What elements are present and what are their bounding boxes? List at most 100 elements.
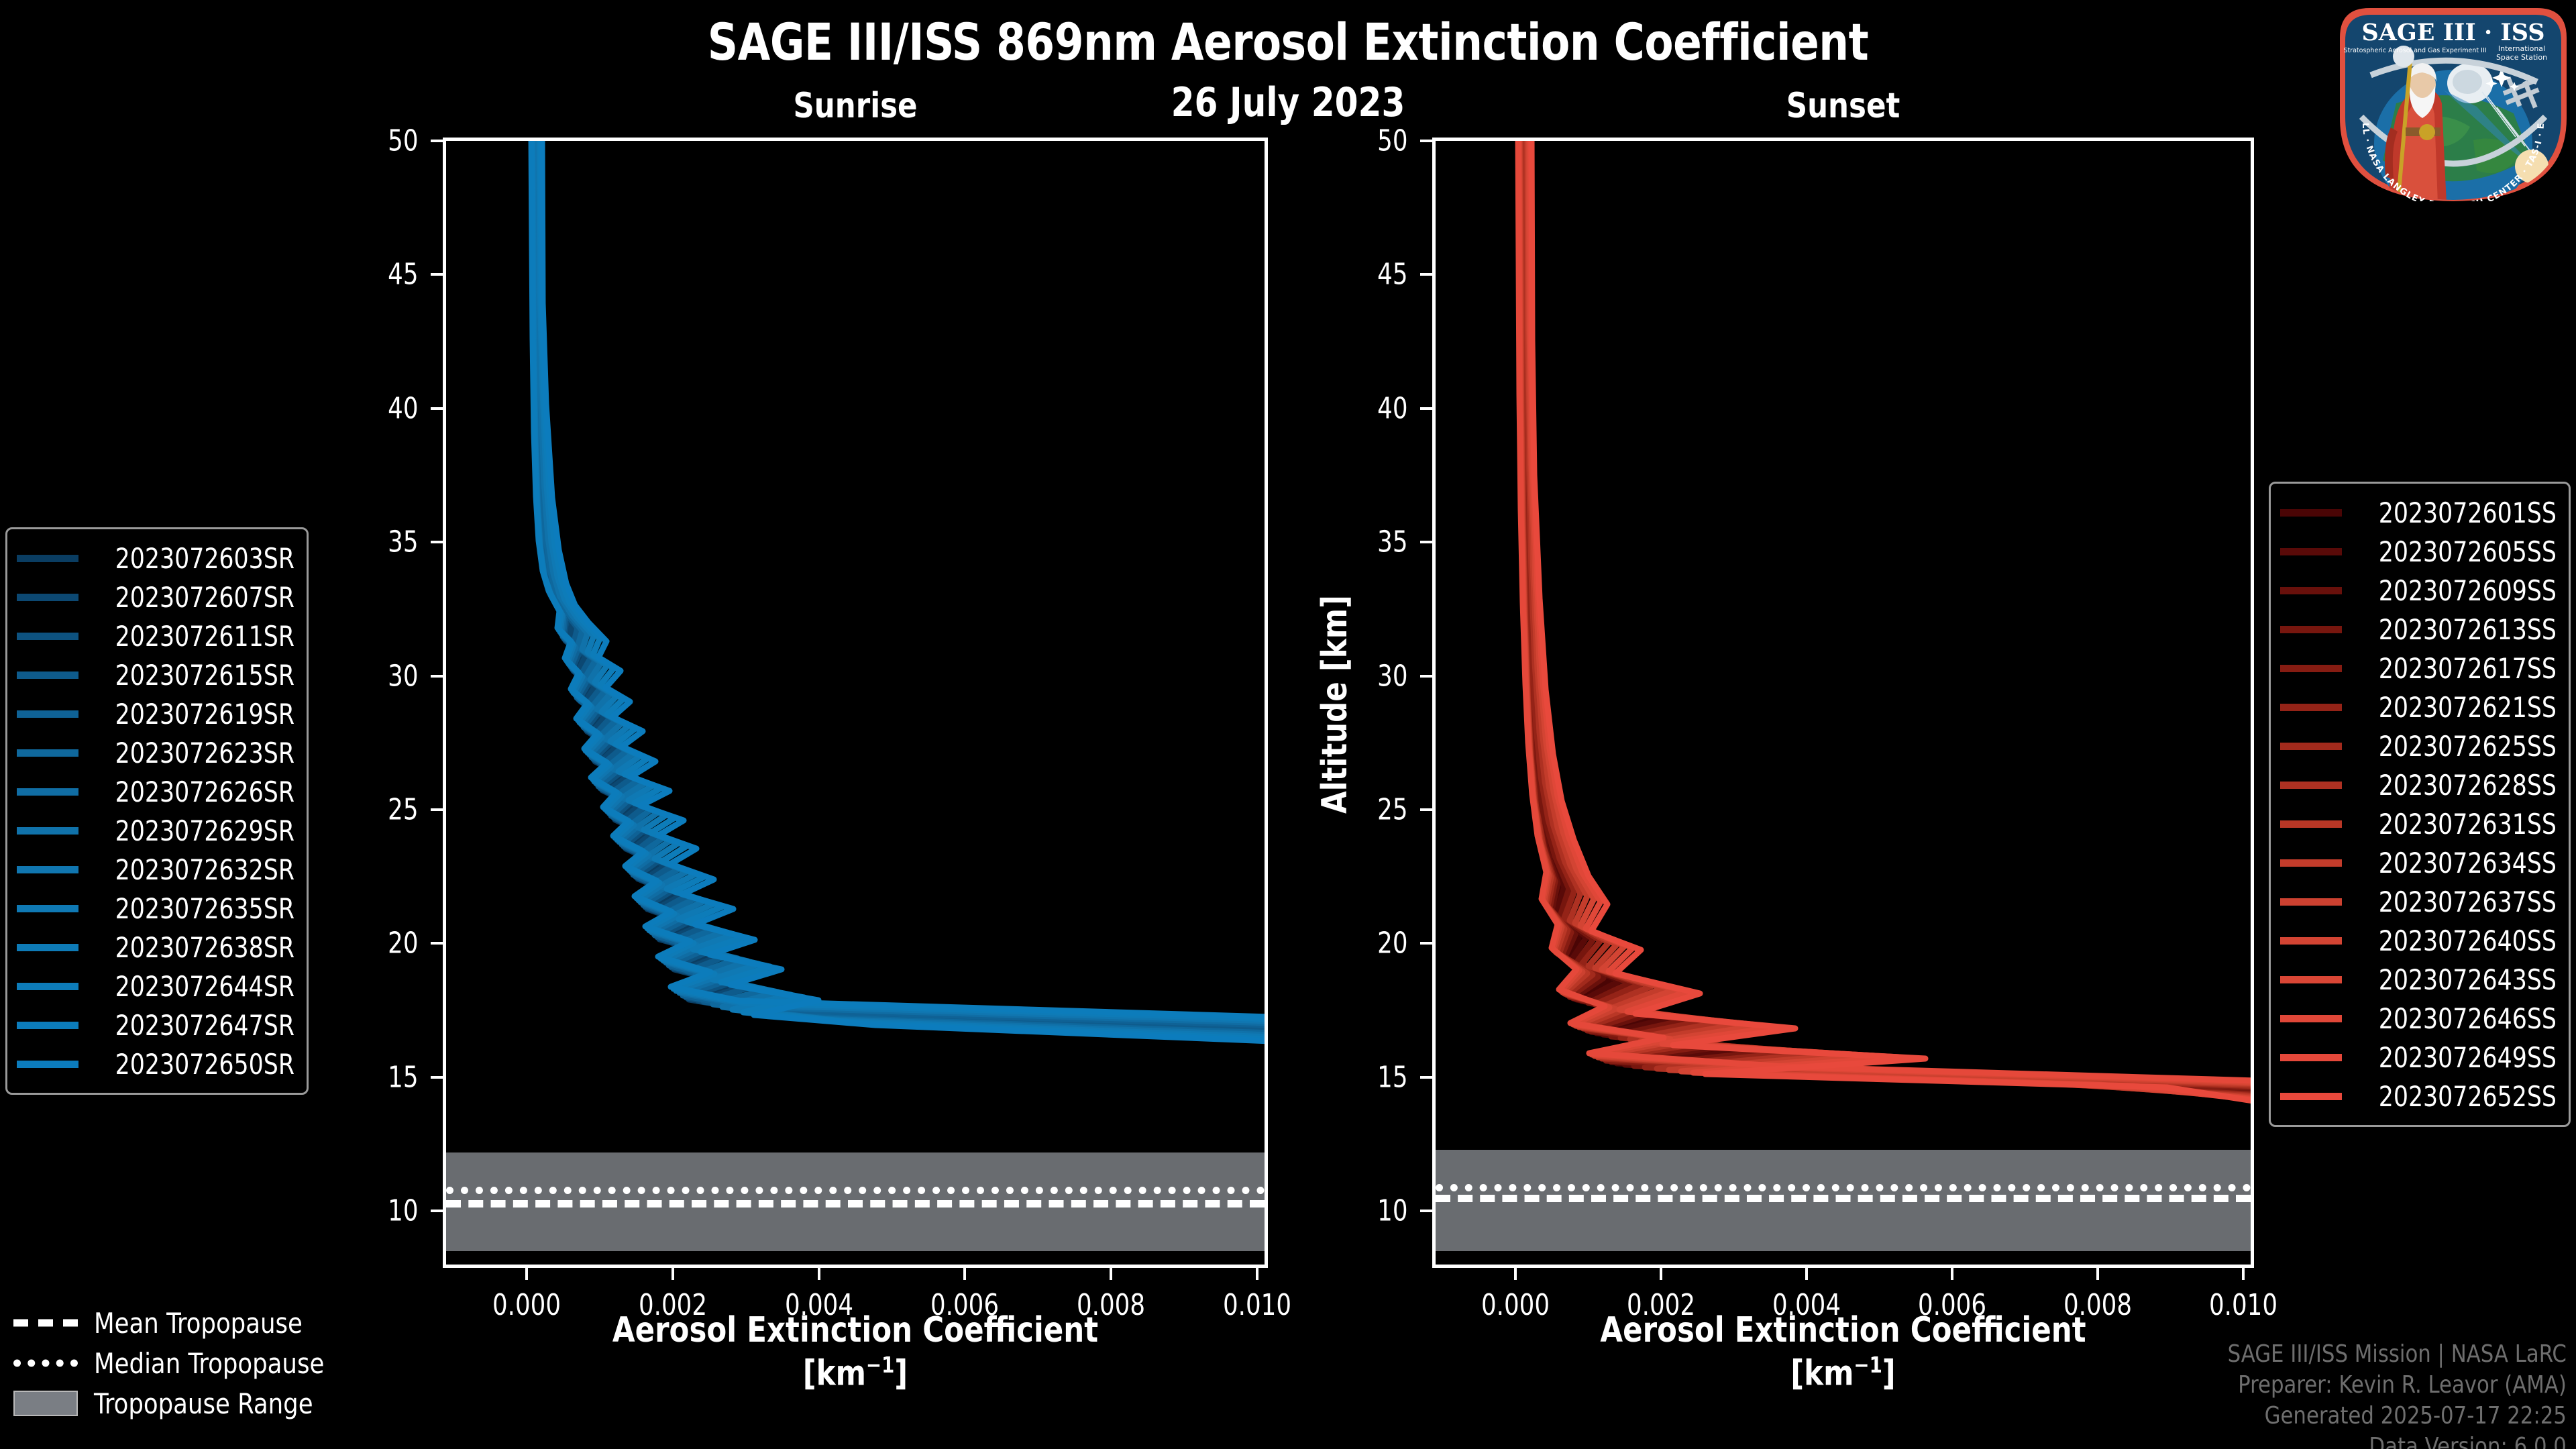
legend-item-sunrise[interactable]: 2023072603SR (17, 539, 294, 578)
date-subtitle: 26 July 2023 (1171, 79, 1405, 126)
legend-item-sunrise[interactable]: 2023072647SR (17, 1006, 294, 1044)
legend-item-sunrise[interactable]: 2023072638SR (17, 928, 294, 967)
legend-item-sunset[interactable]: 2023072625SS (2280, 727, 2557, 765)
legend-label-sunset: 2023072646SS (2378, 1002, 2557, 1035)
x-tick-label: 0.010 (1223, 1288, 1292, 1322)
legend-label-sunset: 2023072652SS (2378, 1079, 2557, 1113)
y-tick (431, 273, 443, 276)
legend-item-sunset[interactable]: 2023072646SS (2280, 999, 2557, 1038)
x-tick (1660, 1268, 1663, 1280)
line-swatch-icon (2280, 1053, 2342, 1061)
dashed-line-icon (13, 1313, 78, 1333)
y-tick (431, 674, 443, 678)
y-tick (1420, 1210, 1432, 1213)
line-swatch-icon (2280, 625, 2342, 633)
x-tick-label: 0.010 (2209, 1288, 2278, 1322)
legend-label-sunrise: 2023072623SR (115, 736, 294, 769)
legend-label-sunset: 2023072625SS (2378, 729, 2557, 763)
legend-item-sunrise[interactable]: 2023072615SR (17, 655, 294, 694)
legend-label-sunset: 2023072640SS (2378, 924, 2557, 957)
line-swatch-icon (2280, 664, 2342, 672)
legend-label-tropopause-range: Tropopause Range (94, 1387, 313, 1420)
line-swatch-icon (17, 865, 78, 873)
legend-label-sunset: 2023072643SS (2378, 963, 2557, 996)
legend-label-sunrise: 2023072638SR (115, 930, 294, 964)
line-swatch-icon (2280, 508, 2342, 517)
x-tick-label: 0.000 (492, 1288, 561, 1322)
line-swatch-icon (2280, 547, 2342, 555)
y-tick-label: 35 (1377, 525, 1408, 559)
legend-sunset[interactable]: 2023072601SS 2023072605SS 2023072609SS 2023… (2269, 482, 2571, 1127)
legend-item-sunrise[interactable]: 2023072619SR (17, 694, 294, 733)
legend-item-sunset[interactable]: 2023072601SS (2280, 493, 2557, 532)
legend-item-mean-tropopause[interactable]: Mean Tropopause (13, 1303, 329, 1343)
y-axis-title-sunset: Altitude [km] (1315, 595, 1355, 814)
y-tick-label: 50 (1377, 123, 1408, 158)
legend-item-sunset[interactable]: 2023072649SS (2280, 1038, 2557, 1077)
legend-item-sunrise[interactable]: 2023072650SR (17, 1044, 294, 1083)
legend-item-sunrise[interactable]: 2023072644SR (17, 967, 294, 1006)
legend-label-sunset: 2023072601SS (2378, 496, 2557, 529)
legend-label-sunrise: 2023072644SR (115, 969, 294, 1003)
legend-item-sunrise[interactable]: 2023072611SR (17, 616, 294, 655)
legend-item-sunrise[interactable]: 2023072632SR (17, 850, 294, 889)
legend-item-sunrise[interactable]: 2023072623SR (17, 733, 294, 772)
legend-sunrise[interactable]: 2023072603SR 2023072607SR 2023072611SR 2023… (5, 527, 309, 1095)
legend-item-sunset[interactable]: 2023072652SS (2280, 1077, 2557, 1116)
y-tick-label: 50 (388, 123, 419, 158)
legend-item-sunset[interactable]: 2023072617SS (2280, 649, 2557, 688)
legend-item-sunset[interactable]: 2023072609SS (2280, 571, 2557, 610)
legend-item-sunset[interactable]: 2023072643SS (2280, 960, 2557, 999)
x-tick-label: 0.008 (2063, 1288, 2133, 1322)
y-tick (1420, 407, 1432, 410)
y-tick (1420, 942, 1432, 945)
line-swatch-icon (2280, 586, 2342, 594)
legend-label-sunrise: 2023072647SR (115, 1008, 294, 1042)
y-tick (1420, 541, 1432, 544)
legend-item-sunrise[interactable]: 2023072635SR (17, 889, 294, 928)
y-tick-label: 40 (1377, 391, 1408, 426)
x-tick-label: 0.000 (1481, 1288, 1550, 1322)
y-tick (431, 541, 443, 544)
legend-item-sunset[interactable]: 2023072605SS (2280, 532, 2557, 571)
y-tick (1420, 808, 1432, 812)
legend-tropopause[interactable]: Mean Tropopause Median Tropopause Tropop… (13, 1303, 329, 1424)
legend-item-sunset[interactable]: 2023072640SS (2280, 921, 2557, 960)
legend-item-sunset[interactable]: 2023072634SS (2280, 843, 2557, 882)
legend-label-sunrise: 2023072629SR (115, 814, 294, 847)
legend-item-sunrise[interactable]: 2023072626SR (17, 772, 294, 811)
y-tick (1420, 273, 1432, 276)
line-swatch-icon (17, 593, 78, 601)
x-tick-label: 0.002 (638, 1288, 707, 1322)
line-swatch-icon (2280, 742, 2342, 750)
x-tick-label: 0.004 (784, 1288, 853, 1322)
legend-label-sunrise: 2023072615SR (115, 658, 294, 692)
mean-tropopause-line-sunrise (446, 1200, 1265, 1208)
legend-item-sunset[interactable]: 2023072637SS (2280, 882, 2557, 921)
x-tick-label: 0.006 (930, 1288, 1000, 1322)
legend-label-sunset: 2023072634SS (2378, 846, 2557, 879)
plot-area-sunrise (443, 138, 1268, 1268)
panel-title-sunrise: Sunrise (793, 86, 918, 126)
line-swatch-icon (2280, 781, 2342, 789)
legend-label-sunrise: 2023072635SR (115, 892, 294, 925)
mean-tropopause-line-sunset (1436, 1195, 2251, 1203)
legend-item-sunrise[interactable]: 2023072607SR (17, 578, 294, 616)
line-swatch-icon (17, 943, 78, 951)
y-tick-label: 45 (1377, 257, 1408, 292)
x-tick (2242, 1268, 2245, 1280)
legend-item-median-tropopause[interactable]: Median Tropopause (13, 1343, 329, 1383)
line-swatch-icon (17, 749, 78, 757)
legend-item-sunrise[interactable]: 2023072629SR (17, 811, 294, 850)
credits-block: SAGE III/ISS Mission | NASA LaRC Prepare… (2228, 1339, 2567, 1449)
legend-item-sunset[interactable]: 2023072628SS (2280, 765, 2557, 804)
legend-item-tropopause-range[interactable]: Tropopause Range (13, 1383, 329, 1424)
legend-item-sunset[interactable]: 2023072621SS (2280, 688, 2557, 727)
legend-item-sunset[interactable]: 2023072613SS (2280, 610, 2557, 649)
line-swatch-icon (2280, 859, 2342, 867)
x-axis-title-sunrise: Aerosol Extinction Coefficient [km−1] (472, 1311, 1239, 1393)
legend-label-sunset: 2023072637SS (2378, 885, 2557, 918)
median-tropopause-line-sunset (1436, 1184, 2251, 1192)
sage-iii-iss-mission-patch-logo: SAGE III · ISS Stratospheric Aerosol and… (2336, 3, 2571, 201)
legend-item-sunset[interactable]: 2023072631SS (2280, 804, 2557, 843)
